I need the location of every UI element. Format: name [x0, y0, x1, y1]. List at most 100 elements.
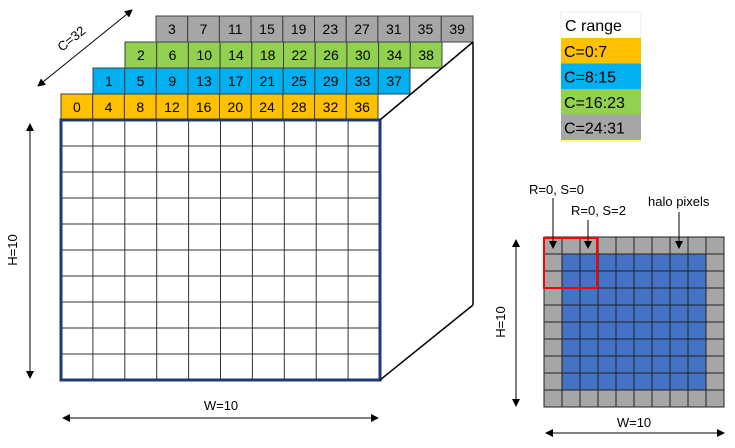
channel-cell: [219, 93, 252, 121]
halo-pixel: [705, 372, 725, 391]
depth-edges: [379, 41, 474, 381]
interior-pixel: [669, 287, 689, 306]
halo-pixel: [543, 304, 563, 323]
channel-index: 8: [136, 99, 144, 115]
channel-cell: [440, 15, 474, 43]
interior-pixel: [597, 355, 617, 374]
interior-pixel: [597, 304, 617, 323]
halo-pixel: [705, 321, 725, 340]
halo-pixel: [705, 389, 725, 408]
interior-pixel: [615, 321, 635, 340]
interior-pixel: [615, 287, 635, 306]
channel-cell: [409, 41, 443, 69]
interior-pixel: [579, 253, 599, 272]
channel-index: 26: [323, 47, 339, 63]
channel-cell: [378, 41, 411, 69]
channel-index: 16: [196, 99, 212, 115]
channel-index: 17: [228, 73, 244, 89]
interior-pixel: [579, 287, 599, 306]
interior-pixel: [651, 253, 671, 272]
channel-index: 12: [164, 99, 180, 115]
halo-pixel: [705, 236, 725, 255]
interior-pixel: [651, 287, 671, 306]
channel-index: 18: [260, 47, 276, 63]
halo-pixel: [543, 389, 563, 408]
halo-pixel: [705, 287, 725, 306]
channel-index: 14: [228, 47, 244, 63]
halo-pixel: [543, 253, 563, 272]
channel-index: 32: [323, 99, 339, 115]
interior-pixel: [669, 253, 689, 272]
interior-pixel: [615, 253, 635, 272]
legend: C range C=0:7 C=8:15 C=16:23 C=24:31: [560, 11, 642, 142]
halo-pixel: [597, 236, 617, 255]
interior-pixel: [561, 287, 581, 306]
interior-pixel: [687, 338, 707, 357]
halo-pixel: [543, 355, 563, 374]
channel-cell: [155, 67, 189, 95]
halo-pixel: [615, 389, 635, 408]
interior-pixel: [669, 304, 689, 323]
interior-pixel: [561, 253, 581, 272]
channel-index: 34: [387, 47, 403, 63]
legend-item: C=8:15: [564, 70, 616, 87]
interior-pixel: [579, 338, 599, 357]
channel-index: 35: [418, 21, 434, 37]
label-r0s0: R=0, S=0: [529, 182, 584, 197]
interior-pixel: [651, 304, 671, 323]
interior-pixel: [687, 287, 707, 306]
channel-index: 36: [354, 99, 370, 115]
channel-index: 7: [200, 21, 208, 37]
legend-swatch: [561, 38, 641, 64]
interior-pixel: [687, 321, 707, 340]
interior-pixel: [615, 270, 635, 289]
interior-pixel: [633, 304, 653, 323]
interior-pixel: [633, 355, 653, 374]
interior-pixel: [669, 338, 689, 357]
halo-h-label: H=10: [493, 306, 508, 337]
halo-pixel: [543, 372, 563, 391]
halo-pixel: [561, 389, 581, 408]
interior-pixel: [669, 372, 689, 391]
interior-pixel: [633, 253, 653, 272]
channel-cell: [250, 93, 284, 121]
interior-pixel: [687, 372, 707, 391]
halo-pixel: [687, 389, 707, 408]
halo-pixel: [579, 389, 599, 408]
interior-pixel: [669, 355, 689, 374]
interior-pixel: [615, 304, 635, 323]
channel-cell: [377, 67, 411, 95]
channel-index: 13: [196, 73, 212, 89]
interior-pixel: [651, 372, 671, 391]
interior-pixel: [651, 321, 671, 340]
channel-cell: [314, 15, 347, 43]
interior-pixel: [597, 287, 617, 306]
halo-pixel: [561, 236, 581, 255]
interior-pixel: [561, 304, 581, 323]
channel-cell: [156, 41, 189, 69]
label-halo-pixels: halo pixels: [648, 194, 710, 209]
interior-pixel: [615, 372, 635, 391]
channel-cell: [377, 15, 411, 43]
interior-pixel: [633, 287, 653, 306]
interior-pixel: [651, 270, 671, 289]
filter-window: [543, 237, 598, 289]
interior-pixel: [579, 270, 599, 289]
interior-pixel: [687, 355, 707, 374]
halo-pixel: [579, 236, 599, 255]
interior-pixel: [597, 270, 617, 289]
legend-swatch: [561, 114, 641, 140]
halo-pixel: [615, 236, 635, 255]
halo-pixel: [633, 389, 653, 408]
channel-index: 1: [105, 73, 113, 89]
interior-pixel: [561, 372, 581, 391]
channel-rows: 3 7 11 15 19 23 27 31 35 392 6 10 14 18 22 26 30 34 381 5 9 1…: [60, 15, 474, 121]
channel-cell: [346, 67, 379, 95]
halo-pixel: [543, 338, 563, 357]
halo-pixel: [705, 338, 725, 357]
channel-cell: [282, 67, 316, 95]
interior-pixel: [615, 355, 635, 374]
interior-pixel: [597, 321, 617, 340]
interior-pixel: [687, 253, 707, 272]
interior-pixel: [687, 304, 707, 323]
